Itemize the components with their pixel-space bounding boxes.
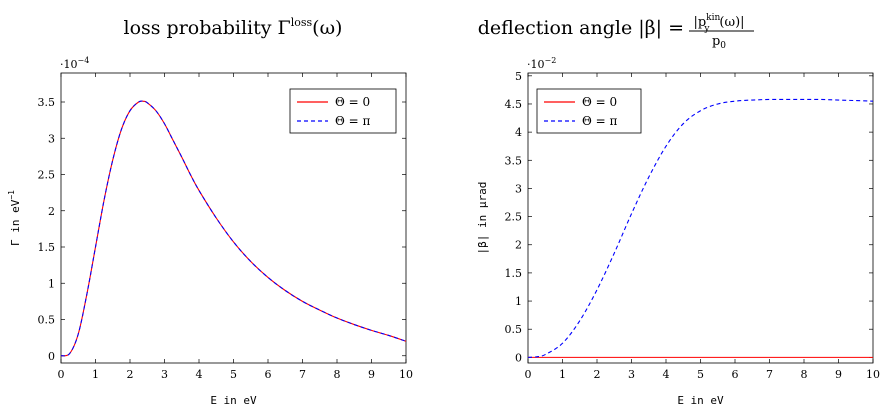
- axis-ticks: 0 1 2 3 4 5 6 7 8 9 10 0 0.5 1 1.5 2 2.5 3 3.5: [38, 73, 413, 381]
- x-tick-label: 0: [525, 368, 532, 381]
- y-tick-label: 2: [48, 205, 55, 218]
- legend-label-theta-pi: Θ = π: [335, 114, 371, 128]
- x-tick-label: 1: [559, 368, 566, 381]
- x-tick-label: 5: [697, 368, 704, 381]
- series-line-theta-pi: [527, 98, 874, 358]
- x-tick-label: 10: [399, 368, 413, 381]
- x-tick-label: 7: [766, 368, 773, 381]
- chart-title: loss probability Γloss(ω): [124, 16, 343, 39]
- y-tick-label: 2: [515, 239, 522, 252]
- series-line-theta-pi: [60, 100, 407, 357]
- x-tick-label: 6: [732, 368, 739, 381]
- y-tick-label: 3.5: [38, 96, 56, 109]
- axis-ticks: 0 1 2 3 4 5 6 7 8 9 10 0 0.5 1 1.5 2 2.5 3 3.5 4 4.5 5: [505, 70, 881, 381]
- y-tick-label: 2.5: [505, 211, 523, 224]
- y-tick-label: 4: [515, 126, 522, 139]
- legend-box: [289, 88, 397, 134]
- title-numerator: |pkin y (ω)|: [693, 13, 744, 34]
- x-tick-label: 5: [230, 368, 237, 381]
- x-tick-label: 2: [594, 368, 601, 381]
- x-tick-label: 10: [866, 368, 880, 381]
- x-axis-label: E in eV: [677, 394, 724, 407]
- y-tick-label: 3: [515, 182, 522, 195]
- y-tick-label: 4.5: [505, 98, 523, 111]
- y-tick-label: 1.5: [38, 241, 56, 254]
- y-tick-label: 5: [515, 70, 522, 83]
- y-tick-label: 1.5: [505, 267, 523, 280]
- y-tick-label: 0.5: [505, 323, 523, 336]
- legend-label-theta-0: Θ = 0: [335, 95, 370, 109]
- y-tick-label: 2.5: [38, 169, 56, 182]
- x-tick-label: 9: [368, 368, 375, 381]
- x-tick-label: 1: [92, 368, 99, 381]
- y-tick-label: 3: [48, 132, 55, 145]
- x-tick-label: 7: [299, 368, 306, 381]
- legend-label-theta-0: Θ = 0: [582, 95, 617, 109]
- y-tick-label: 3.5: [505, 154, 523, 167]
- x-tick-label: 2: [127, 368, 134, 381]
- legend: Θ = 0 Θ = π: [536, 88, 642, 134]
- series-group: [527, 98, 874, 358]
- series-group: [60, 100, 407, 357]
- y-axis-label: |β| in μrad: [476, 182, 489, 255]
- y-scale-factor: ·10−2: [527, 56, 556, 71]
- y-tick-label: 1: [515, 295, 522, 308]
- title-lhs: deflection angle |β| =: [478, 17, 684, 39]
- x-tick-label: 8: [334, 368, 341, 381]
- deflection-angle-chart: deflection angle |β| = |pkin y (ω)| p0 ·10…: [476, 13, 880, 407]
- x-tick-label: 9: [835, 368, 842, 381]
- y-tick-label: 0: [48, 350, 55, 363]
- loss-probability-chart: loss probability Γloss(ω) ·10−4 0 1 2 3 4 5 6 7…: [7, 16, 413, 407]
- y-tick-label: 0.5: [38, 314, 56, 327]
- y-tick-label: 1: [48, 277, 55, 290]
- y-tick-label: 0: [515, 351, 522, 364]
- x-tick-label: 0: [58, 368, 65, 381]
- x-tick-label: 4: [663, 368, 670, 381]
- x-axis-label: E in eV: [210, 394, 257, 407]
- legend: Θ = 0 Θ = π: [289, 88, 397, 134]
- x-tick-label: 8: [801, 368, 808, 381]
- x-tick-label: 4: [196, 368, 203, 381]
- x-tick-label: 3: [628, 368, 635, 381]
- y-scale-factor: ·10−4: [60, 56, 89, 71]
- y-axis-label: Γ in eV−1: [7, 190, 22, 246]
- x-tick-label: 6: [265, 368, 272, 381]
- chart-title: deflection angle |β| = |pkin y (ω)| p0: [478, 13, 754, 51]
- series-line-theta-0: [60, 100, 407, 357]
- legend-box: [536, 88, 642, 134]
- x-tick-label: 3: [161, 368, 168, 381]
- legend-label-theta-pi: Θ = π: [582, 114, 618, 128]
- title-denominator: p0: [712, 34, 726, 51]
